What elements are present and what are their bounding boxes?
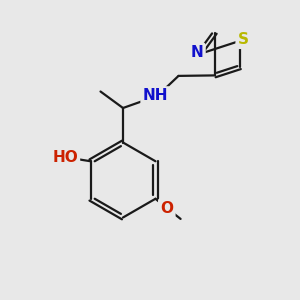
Text: NH: NH bbox=[143, 88, 168, 104]
Text: N: N bbox=[191, 45, 203, 60]
Text: HO: HO bbox=[52, 150, 78, 165]
Text: S: S bbox=[238, 32, 249, 47]
Text: O: O bbox=[160, 201, 173, 216]
